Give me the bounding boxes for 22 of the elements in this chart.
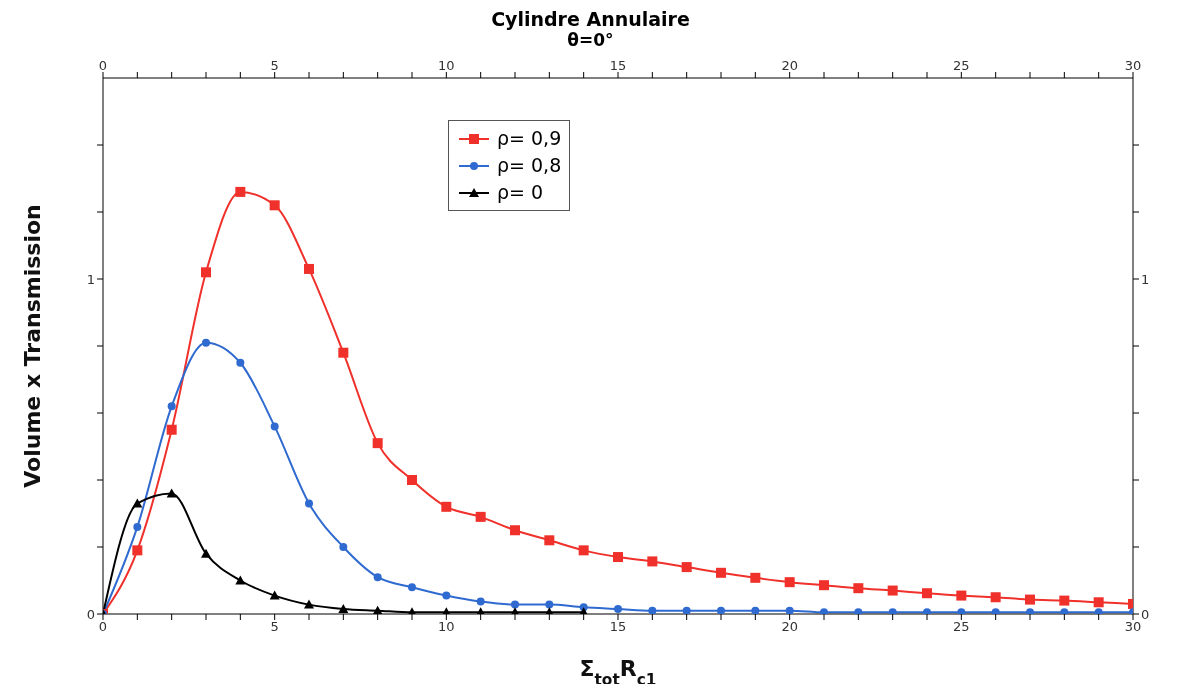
x-tick-label: 0 (98, 58, 108, 73)
x2-tick-label: 15 (609, 619, 627, 635)
x2-tick-label: 25 (953, 619, 970, 635)
x2-tick-label: 20 (781, 619, 798, 635)
x-tick-label: 30 (1124, 58, 1142, 73)
x2-tick-label: 10 (438, 619, 455, 635)
x-tick-label: 10 (438, 58, 455, 73)
x2-tick-label: 0 (98, 619, 108, 635)
chart-subtitle: θ=0° (566, 30, 615, 50)
x2-tick-label: 30 (1124, 619, 1142, 635)
x2-tick-label: 5 (270, 619, 279, 635)
x-tick-label: 15 (609, 58, 627, 73)
y2-tick-label: 1 (1141, 271, 1150, 287)
x-tick-label: 20 (781, 58, 798, 73)
legend-label: ρ= 0 (497, 180, 544, 205)
legend-label: ρ= 0,8 (497, 153, 562, 178)
y-axis-title: Volume x Transmission (19, 204, 45, 488)
x-tick-label: 5 (270, 58, 279, 73)
y2-tick-label: 0 (1141, 606, 1150, 622)
chart-title: Cylindre Annulaire (490, 8, 691, 30)
x-tick-label: 25 (953, 58, 970, 73)
legend-label: ρ= 0,9 (497, 126, 562, 151)
